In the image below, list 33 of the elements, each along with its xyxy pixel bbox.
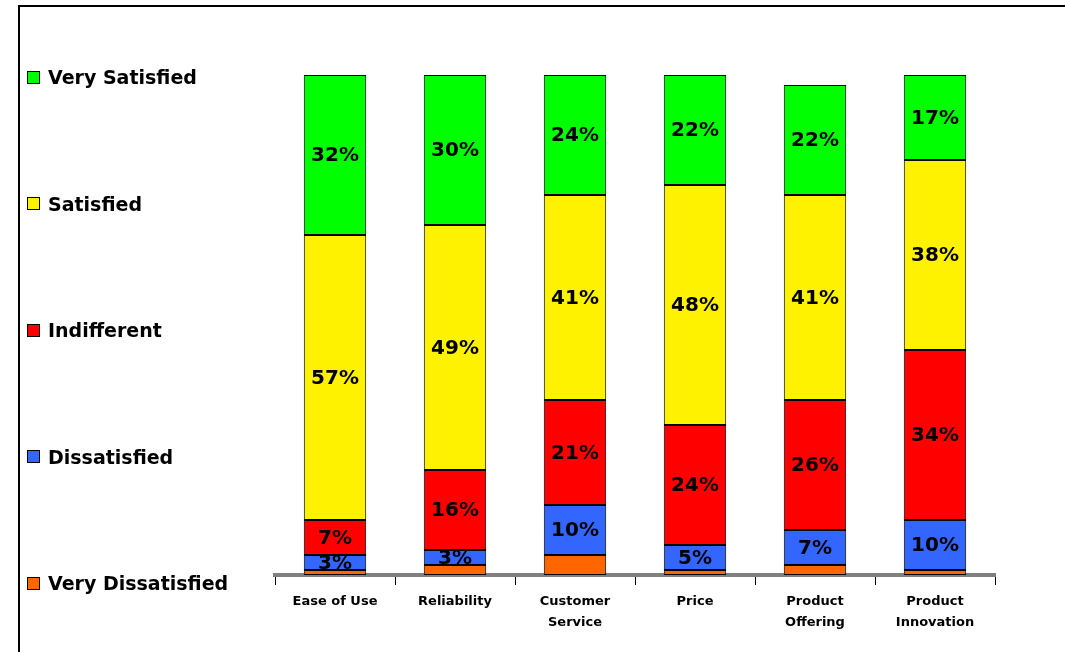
legend-label: Dissatisfied: [48, 445, 174, 468]
data-label: 38%: [911, 242, 959, 267]
data-label: 26%: [791, 452, 839, 477]
x-tick-label: Customer Service: [539, 592, 611, 629]
data-label: 7%: [798, 534, 832, 559]
data-label: 5%: [678, 544, 712, 569]
data-label: 30%: [431, 137, 479, 162]
legend-label: Very Satisfied: [48, 66, 197, 88]
data-label: 7%: [318, 524, 352, 549]
data-label: 10%: [911, 532, 959, 557]
data-label: 48%: [671, 292, 719, 317]
data-label: 17%: [911, 104, 959, 129]
data-label: 41%: [791, 284, 839, 309]
x-tick-label: Product Innovation: [895, 592, 975, 629]
data-label: 22%: [671, 117, 719, 142]
data-label: 24%: [671, 472, 719, 497]
x-tick-label: Product Offering: [785, 592, 845, 629]
data-label: 32%: [311, 142, 359, 167]
legend-label: Satisfied: [48, 192, 142, 215]
data-label: 24%: [551, 122, 599, 147]
data-label: 16%: [431, 497, 479, 522]
legend-label: Very Dissatisfied: [48, 572, 229, 594]
data-label: 34%: [911, 422, 959, 447]
data-label: 41%: [551, 284, 599, 309]
x-tick-label: Price: [676, 592, 714, 608]
legend-label: Indifferent: [48, 319, 162, 341]
data-label: 49%: [431, 334, 479, 359]
data-label: 22%: [791, 127, 839, 152]
x-tick-label: Ease of Use: [292, 592, 378, 608]
data-label: 10%: [551, 517, 599, 542]
x-tick-label: Reliability: [418, 592, 493, 608]
data-label: 21%: [551, 439, 599, 464]
data-label: 57%: [311, 364, 359, 389]
